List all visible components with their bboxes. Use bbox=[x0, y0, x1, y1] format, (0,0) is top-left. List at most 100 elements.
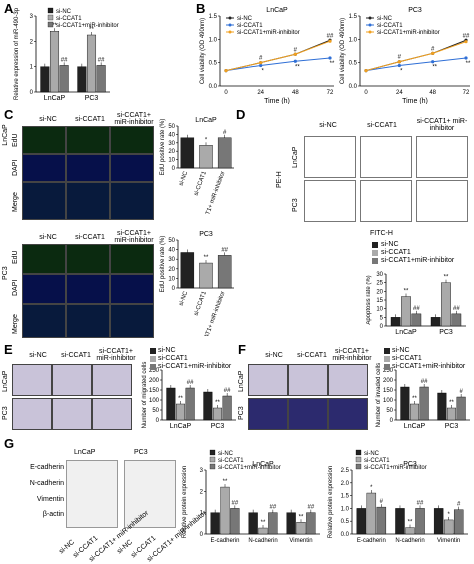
c-col-label: si-CCAT1+ miR-inhibitor bbox=[114, 230, 154, 245]
significance-mark: ## bbox=[417, 500, 424, 506]
y-tick-label: 1.0 bbox=[341, 506, 350, 512]
y-tick-label: 2.0 bbox=[341, 481, 350, 487]
bar bbox=[296, 522, 306, 535]
d-col-label: si-NC bbox=[319, 122, 337, 129]
bar bbox=[390, 317, 401, 327]
e-col-label: si-NC bbox=[29, 352, 47, 359]
bar bbox=[437, 392, 447, 421]
y-tick-label: 25 bbox=[376, 281, 383, 287]
data-point bbox=[397, 60, 401, 64]
significance-mark: ** bbox=[223, 479, 228, 485]
dapi-image bbox=[110, 154, 154, 182]
significance-mark: # bbox=[259, 56, 263, 62]
y-tick-label: 0.0 bbox=[341, 532, 350, 538]
x-tick-label: 24 bbox=[257, 90, 264, 96]
data-point bbox=[259, 61, 263, 65]
legend-swatch-mir bbox=[372, 258, 378, 264]
g-protein-label: E-cadherin bbox=[30, 464, 64, 471]
panel-letter-f: F bbox=[238, 342, 246, 357]
merge-image bbox=[110, 182, 154, 220]
bar bbox=[40, 66, 50, 93]
data-point bbox=[259, 63, 263, 68]
significance-mark: ## bbox=[453, 306, 460, 312]
bar bbox=[185, 387, 195, 421]
bar bbox=[180, 252, 195, 289]
x-tick-label: PC3 bbox=[445, 423, 459, 430]
legend-swatch-nc bbox=[384, 348, 390, 354]
bar bbox=[400, 386, 410, 421]
bar bbox=[405, 527, 415, 535]
g-cell-label: LnCaP bbox=[74, 449, 96, 456]
c-row-label: Merge bbox=[12, 192, 19, 212]
bar bbox=[212, 407, 223, 421]
significance-mark: ** bbox=[408, 520, 413, 526]
bar bbox=[366, 492, 377, 535]
legend-swatch bbox=[47, 21, 54, 28]
legend-swatch-ccat1 bbox=[150, 356, 156, 362]
transwell-image bbox=[328, 364, 368, 396]
legend-swatch bbox=[47, 14, 54, 21]
significance-mark: ** bbox=[261, 520, 266, 526]
panel-letter-c: C bbox=[4, 107, 14, 122]
bar bbox=[49, 31, 60, 93]
legend-swatch-ccat1 bbox=[384, 356, 390, 362]
legend-label: si-NC bbox=[56, 9, 72, 15]
y-tick-label: 30 bbox=[168, 141, 175, 147]
legend-swatch-nc bbox=[372, 242, 378, 248]
bar bbox=[86, 34, 97, 93]
e-row-label: LnCaP bbox=[2, 370, 9, 392]
y-tick-label: 1.5 bbox=[349, 14, 358, 20]
c-side-label: PC3 bbox=[2, 266, 9, 280]
d-y-label: PE-H bbox=[276, 171, 283, 188]
y-tick-label: 2 bbox=[30, 39, 34, 45]
transwell-image bbox=[288, 364, 328, 396]
x-tick-label: PC3 bbox=[211, 423, 225, 430]
bar bbox=[453, 509, 464, 535]
legend-label: si-CCAT1+miR-inhibitor bbox=[381, 257, 455, 264]
legend-label: si-CCAT1 bbox=[237, 23, 263, 29]
x-tick-label: Vimentin bbox=[289, 538, 312, 544]
legend-label: si-CCAT1 bbox=[381, 249, 411, 256]
data-point bbox=[364, 69, 368, 73]
data-point bbox=[293, 52, 297, 56]
x-tick-label: Vimentin bbox=[437, 538, 460, 544]
x-tick-label: si-CCAT1 bbox=[193, 290, 208, 317]
data-point bbox=[431, 51, 435, 55]
bar bbox=[210, 512, 220, 535]
c-col-label: si-NC bbox=[39, 234, 57, 241]
significance-mark: ** bbox=[330, 61, 335, 67]
significance-mark: ** bbox=[466, 61, 471, 67]
g-cell-label: PC3 bbox=[134, 449, 148, 456]
y-tick-label: 20 bbox=[168, 149, 175, 155]
legend-swatch bbox=[209, 456, 216, 463]
legend-label: si-CCAT1 bbox=[377, 23, 403, 29]
significance-mark: * bbox=[261, 68, 264, 74]
y-tick-label: 150 bbox=[149, 388, 160, 394]
flow-plot bbox=[360, 180, 412, 222]
chart-title: PC3 bbox=[408, 7, 422, 14]
chart-title: LnCaP bbox=[266, 7, 288, 14]
y-axis-title: Apoptosis rate (%) bbox=[366, 275, 372, 324]
x-tick-label: N-cadherin bbox=[248, 538, 277, 544]
significance-mark: ## bbox=[61, 57, 68, 63]
d-col-label: si-CCAT1+ miR-inhibitor bbox=[416, 118, 468, 133]
legend-label: si-NC bbox=[364, 451, 380, 457]
g-protein-label: N-cadherin bbox=[29, 480, 64, 487]
y-tick-label: 0.0 bbox=[209, 84, 218, 90]
bar bbox=[199, 262, 213, 289]
series-line bbox=[225, 39, 331, 72]
y-tick-label: 0.5 bbox=[341, 519, 350, 525]
flow-plot bbox=[304, 180, 356, 222]
y-tick-label: 30 bbox=[168, 257, 175, 263]
legend-label: si-CCAT1 bbox=[364, 458, 390, 464]
g-protein-label: β-actin bbox=[42, 511, 64, 518]
chart-a-mir-expression: 0 1 2 3 Relative expression of miR-490-3p ** #… bbox=[14, 7, 119, 102]
significance-mark: ** bbox=[449, 400, 454, 406]
dapi-image bbox=[66, 274, 110, 304]
x-tick-label: 72 bbox=[463, 90, 470, 96]
legend-swatch bbox=[355, 449, 362, 456]
bar bbox=[415, 508, 425, 535]
d-col-label: si-CCAT1 bbox=[367, 122, 397, 129]
